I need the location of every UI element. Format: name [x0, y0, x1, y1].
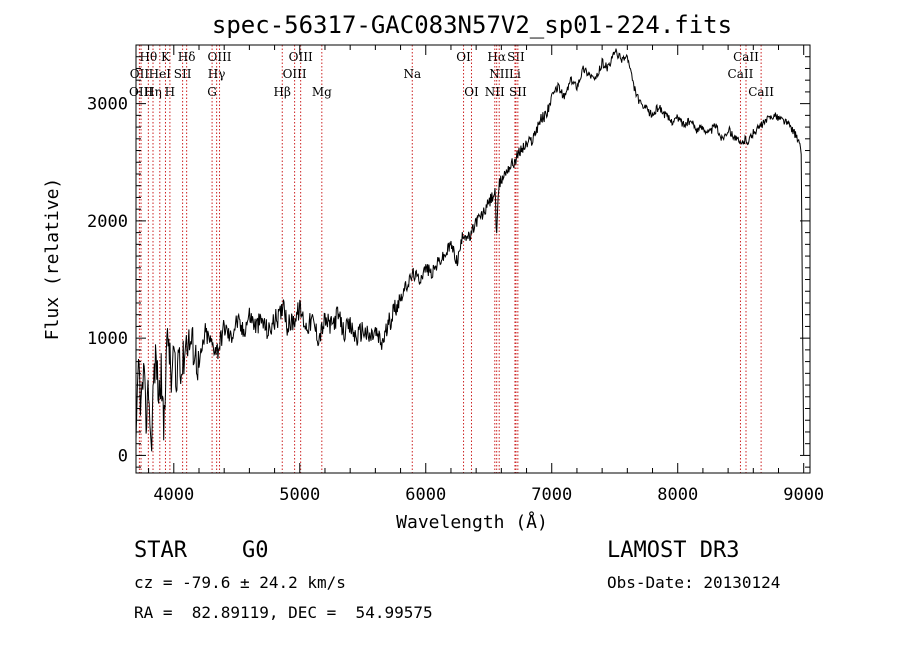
survey-name: LAMOST DR3 [607, 538, 740, 563]
line-marker-label: NII [485, 85, 505, 99]
x-tick-label: 4000 [153, 485, 194, 505]
x-tick-label: 9000 [783, 485, 824, 505]
y-tick-label: 1000 [87, 329, 128, 349]
line-marker-label: OIII [207, 50, 231, 64]
line-marker-label: OI [456, 50, 471, 64]
y-tick-label: 3000 [87, 95, 128, 115]
line-marker-label: Hγ [208, 67, 226, 81]
line-marker-label: Li [509, 67, 521, 81]
line-marker-label: Hθ [139, 50, 157, 64]
spectrum-series-line [135, 48, 805, 456]
y-tick-label: 0 [118, 446, 128, 466]
line-marker-label: G [207, 85, 217, 99]
coordinates-text: RA = 82.89119, DEC = 54.99575 [134, 603, 433, 622]
line-marker-label: OIII [289, 50, 313, 64]
object-subclass: G0 [242, 538, 269, 563]
x-tick-label: 8000 [657, 485, 698, 505]
line-marker-label: SII [509, 85, 527, 99]
line-marker-label: HeI [149, 67, 172, 81]
axis-tick-labels: 4000 5000 6000 7000 8000 9000 0 1000 2000 3000 [87, 95, 824, 505]
y-tick-label: 2000 [87, 212, 128, 232]
observation-date: Obs-Date: 20130124 [607, 573, 781, 592]
line-marker-label: OIII [283, 67, 307, 81]
line-marker-label: OIII [129, 85, 153, 99]
line-marker-label: SII [507, 50, 525, 64]
line-marker-label: CaII [748, 85, 774, 99]
x-tick-label: 7000 [531, 485, 572, 505]
x-tick-label: 5000 [279, 485, 320, 505]
line-marker-label: CaII [733, 50, 759, 64]
object-class: STAR [134, 538, 187, 563]
chart-title: spec-56317-GAC083N57V2_sp01-224.fits [212, 11, 732, 39]
line-marker-label: OII [130, 67, 150, 81]
line-marker-label: SII [174, 67, 192, 81]
x-axis-label: Wavelength (Å) [396, 511, 548, 533]
plot-frame [135, 44, 811, 474]
line-marker-label: CaII [728, 67, 754, 81]
line-marker-label: Hβ [274, 85, 291, 99]
y-axis-label: Flux (relative) [42, 178, 63, 341]
line-marker-label: OI [464, 85, 479, 99]
line-marker-label: Hη [144, 85, 162, 99]
x-tick-label: 6000 [405, 485, 446, 505]
line-marker-label: Hα [487, 50, 506, 64]
axis-ticks [136, 45, 810, 473]
line-marker-label: Na [403, 67, 421, 81]
line-marker-label: Mg [312, 85, 332, 99]
line-marker-label: H [165, 85, 175, 99]
line-marker-label: Hδ [178, 50, 196, 64]
redshift-text: cz = -79.6 ± 24.2 km/s [134, 573, 346, 592]
line-marker-label: K [161, 50, 171, 64]
line-marker-label: NII [489, 67, 509, 81]
